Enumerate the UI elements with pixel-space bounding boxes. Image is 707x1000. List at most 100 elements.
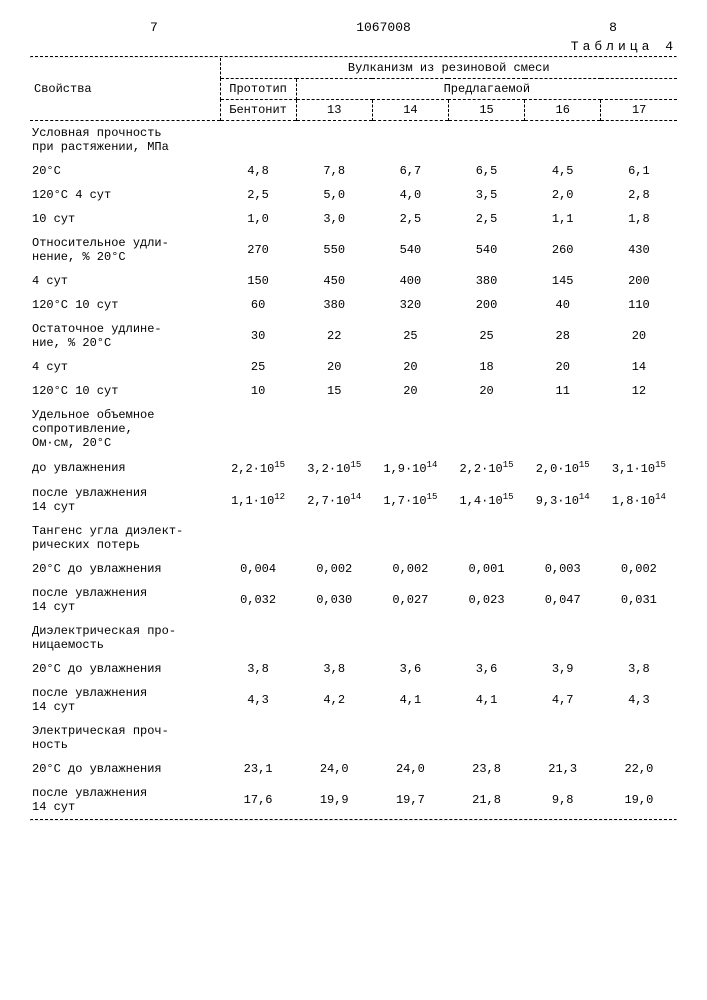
data-cell: 19,7 <box>372 781 448 819</box>
data-cell: 25 <box>372 317 448 355</box>
row-label: 20°С до увлажнения <box>30 657 220 681</box>
data-cell <box>601 403 677 455</box>
data-cell: 1,8·1014 <box>601 481 677 519</box>
data-cell: 260 <box>525 231 601 269</box>
header-bentonite: Бентонит <box>220 100 296 121</box>
data-cell: 22,0 <box>601 757 677 781</box>
data-cell: 0,003 <box>525 557 601 581</box>
data-cell: 4,8 <box>220 159 296 183</box>
data-cell: 4,7 <box>525 681 601 719</box>
data-cell <box>220 719 296 757</box>
data-cell: 2,2·1015 <box>448 455 524 481</box>
table-row: 10 сут1,03,02,52,51,11,8 <box>30 207 677 231</box>
data-cell: 0,002 <box>372 557 448 581</box>
data-cell: 20 <box>372 355 448 379</box>
row-label: 20°С до увлажнения <box>30 557 220 581</box>
data-cell: 430 <box>601 231 677 269</box>
col-num-left: 7 <box>150 20 158 35</box>
data-cell: 30 <box>220 317 296 355</box>
data-cell: 3,8 <box>601 657 677 681</box>
data-cell <box>220 403 296 455</box>
col-num-right: 8 <box>609 20 617 35</box>
row-label: Электрическая проч-ность <box>30 719 220 757</box>
row-label: Условная прочностьпри растяжении, МПа <box>30 121 220 160</box>
data-cell: 19,0 <box>601 781 677 819</box>
doc-number: 1067008 <box>356 20 411 35</box>
data-cell <box>525 403 601 455</box>
data-cell <box>220 121 296 160</box>
data-cell: 24,0 <box>296 757 372 781</box>
data-cell: 5,0 <box>296 183 372 207</box>
data-cell: 1,1·1012 <box>220 481 296 519</box>
data-cell: 1,9·1014 <box>372 455 448 481</box>
data-cell: 4,1 <box>448 681 524 719</box>
table-row: 20°С до увлажнения23,124,024,023,821,322… <box>30 757 677 781</box>
table-row: после увлажнения14 сут4,34,24,14,14,74,3 <box>30 681 677 719</box>
data-cell: 145 <box>525 269 601 293</box>
data-cell <box>220 519 296 557</box>
data-cell: 9,8 <box>525 781 601 819</box>
data-cell: 6,1 <box>601 159 677 183</box>
data-cell <box>372 619 448 657</box>
data-cell: 3,6 <box>448 657 524 681</box>
table-row: 120°С 4 сут2,55,04,03,52,02,8 <box>30 183 677 207</box>
data-cell: 20 <box>372 379 448 403</box>
data-cell <box>296 519 372 557</box>
row-label: после увлажнения14 сут <box>30 481 220 519</box>
data-cell: 1,8 <box>601 207 677 231</box>
data-cell: 60 <box>220 293 296 317</box>
data-cell: 4,1 <box>372 681 448 719</box>
data-cell <box>525 519 601 557</box>
row-label: Удельное объемноесопротивление,Ом·см, 20… <box>30 403 220 455</box>
data-cell: 2,8 <box>601 183 677 207</box>
data-cell: 2,5 <box>448 207 524 231</box>
data-cell: 3,1·1015 <box>601 455 677 481</box>
header-prototype: Прототип <box>220 79 296 100</box>
table-row: 20°С до увлажнения3,83,83,63,63,93,8 <box>30 657 677 681</box>
data-cell <box>448 619 524 657</box>
data-cell: 14 <box>601 355 677 379</box>
data-cell: 40 <box>525 293 601 317</box>
table-head: Свойства Вулканизм из резиновой смеси Пр… <box>30 58 677 121</box>
data-cell: 3,9 <box>525 657 601 681</box>
data-cell: 6,7 <box>372 159 448 183</box>
header-col-16: 16 <box>525 100 601 121</box>
data-cell: 3,8 <box>220 657 296 681</box>
table-row: 120°С 10 сут6038032020040110 <box>30 293 677 317</box>
data-cell <box>372 719 448 757</box>
data-cell: 17,6 <box>220 781 296 819</box>
data-cell: 3,6 <box>372 657 448 681</box>
data-cell: 23,1 <box>220 757 296 781</box>
data-cell <box>525 121 601 160</box>
data-cell: 20 <box>525 355 601 379</box>
data-cell: 12 <box>601 379 677 403</box>
data-cell: 0,023 <box>448 581 524 619</box>
data-cell: 0,027 <box>372 581 448 619</box>
data-cell: 18 <box>448 355 524 379</box>
data-cell <box>372 519 448 557</box>
data-cell: 200 <box>601 269 677 293</box>
table-row: после увлажнения14 сут17,619,919,721,89,… <box>30 781 677 819</box>
data-cell: 24,0 <box>372 757 448 781</box>
data-cell: 21,3 <box>525 757 601 781</box>
data-cell <box>372 403 448 455</box>
data-cell: 25 <box>220 355 296 379</box>
row-label: до увлажнения <box>30 455 220 481</box>
table-row: до увлажнения2,2·10153,2·10151,9·10142,2… <box>30 455 677 481</box>
data-cell: 25 <box>448 317 524 355</box>
data-cell: 20 <box>296 355 372 379</box>
data-cell <box>296 619 372 657</box>
table-row: Электрическая проч-ность <box>30 719 677 757</box>
data-cell <box>601 121 677 160</box>
header-col-14: 14 <box>372 100 448 121</box>
data-cell: 4,2 <box>296 681 372 719</box>
data-cell: 2,0·1015 <box>525 455 601 481</box>
table-row: 4 сут150450400380145200 <box>30 269 677 293</box>
data-cell: 23,8 <box>448 757 524 781</box>
table-row: 120°С 10 сут101520201112 <box>30 379 677 403</box>
data-cell: 380 <box>448 269 524 293</box>
table-body: Условная прочностьпри растяжении, МПа 20°… <box>30 121 677 820</box>
table-row: после увлажнения14 сут1,1·10122,7·10141,… <box>30 481 677 519</box>
data-cell <box>601 719 677 757</box>
header-proposed: Предлагаемой <box>296 79 677 100</box>
